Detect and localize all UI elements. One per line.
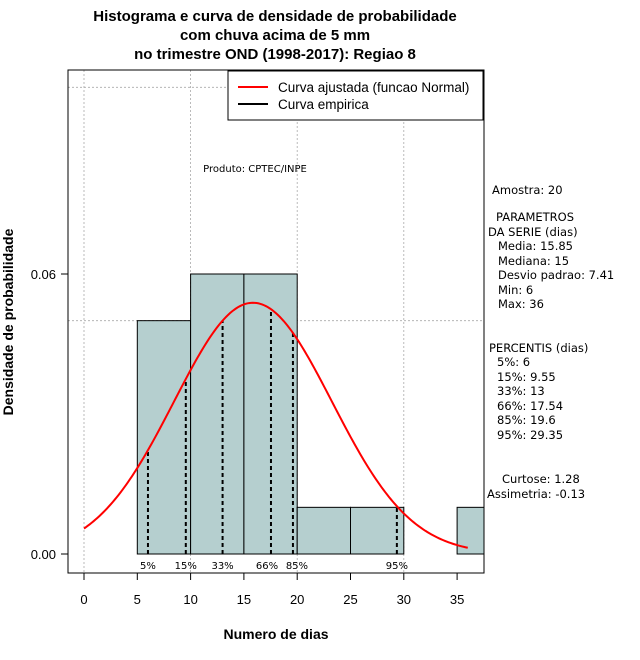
histogram-bar	[350, 506, 405, 555]
x-tick-label: 35	[450, 592, 464, 607]
stat-amostra: Amostra: 20	[492, 183, 563, 197]
x-tick-label: 10	[183, 592, 197, 607]
chart-title-line-1: Histograma e curva de densidade de proba…	[93, 8, 456, 25]
y-tick-label: 0.00	[31, 547, 56, 562]
stat-p85: 85%: 19.6	[497, 413, 556, 427]
stat-max: Max: 36	[498, 297, 544, 311]
axes-layer: 0 5 10 15 20 25 30 35 0.00 0.06	[31, 267, 465, 607]
x-tick-label: 30	[397, 592, 411, 607]
percentile-label: 85%	[286, 561, 308, 572]
percentile-label: 5%	[140, 561, 156, 572]
percentile-label: 66%	[256, 561, 278, 572]
stat-parametros-title-2: DA SERIE (dias)	[488, 225, 578, 239]
histogram-bar	[296, 506, 352, 555]
legend: Curva ajustada (funcao Normal) Curva emp…	[227, 70, 484, 121]
y-axis-title: Densidade de probabilidade	[0, 228, 16, 415]
stat-curtose: Curtose: 1.28	[502, 472, 580, 486]
percentile-label: 15%	[175, 561, 197, 572]
stat-p33: 33%: 13	[497, 384, 545, 398]
bars-layer	[136, 273, 485, 555]
legend-label-empirical: Curva empirica	[278, 97, 369, 112]
percentile-label: 95%	[386, 561, 408, 572]
x-axis-title: Numero de dias	[223, 626, 328, 642]
chart-title-line-3: no trimestre OND (1998-2017): Regiao 8	[134, 46, 416, 63]
percentile-label: 33%	[211, 561, 233, 572]
stat-p15: 15%: 9.55	[497, 370, 556, 384]
product-annotation: Produto: CPTEC/INPE	[203, 164, 307, 175]
x-tick-label: 15	[237, 592, 251, 607]
legend-label-normal: Curva ajustada (funcao Normal)	[278, 80, 469, 95]
normal-fit-curve	[83, 301, 468, 549]
stat-percentis-title: PERCENTIS (dias)	[489, 341, 588, 355]
stat-desvio: Desvio padrao: 7.41	[498, 268, 614, 282]
stat-p95: 95%: 29.35	[497, 428, 563, 442]
curve-layer	[83, 301, 468, 549]
x-tick-label: 0	[80, 592, 87, 607]
x-tick-label: 25	[343, 592, 357, 607]
percentile-layer: 5% 15% 33% 66% 85% 95%	[140, 309, 408, 572]
y-tick-label: 0.06	[31, 267, 56, 282]
stat-p5: 5%: 6	[497, 355, 530, 369]
chart-title-line-2: com chuva acima de 5 mm	[180, 27, 370, 44]
stat-media: Media: 15.85	[498, 239, 573, 253]
histogram-bar	[190, 273, 245, 555]
histogram-bar	[136, 320, 192, 555]
x-tick-label: 5	[134, 592, 141, 607]
stat-assimetria: Assimetria: -0.13	[487, 487, 585, 501]
stat-mediana: Mediana: 15	[498, 254, 569, 268]
stat-parametros-title-1: PARAMETROS	[496, 210, 574, 224]
stat-min: Min: 6	[498, 283, 533, 297]
legend-box	[227, 70, 484, 121]
stats-panel: Amostra: 20 PARAMETROS DA SERIE (dias) M…	[487, 183, 614, 501]
x-tick-label: 20	[290, 592, 304, 607]
stat-p66: 66%: 17.54	[497, 399, 563, 413]
